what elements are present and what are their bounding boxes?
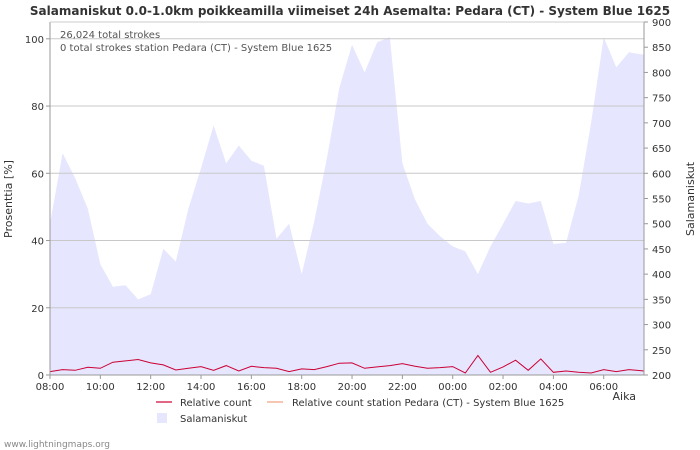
- y-right-tick-label-750: 750: [652, 94, 671, 105]
- x-axis-ticks: 08:00 10:00 12:00 14:00 16:00 18:00 20:00 22:00…: [36, 375, 618, 393]
- y-left-tick-label-100: 100: [25, 35, 44, 46]
- y-right-tick-label-350: 350: [652, 295, 671, 306]
- x-tick-label-08:00: 08:00: [36, 382, 65, 393]
- annotation-station-strokes: 0 total strokes station Pedara (CT) - Sy…: [60, 43, 332, 54]
- series-line-relative-count: [49, 354, 645, 374]
- x-tick-label-18:00: 18:00: [287, 382, 316, 393]
- y-right-tick-label-250: 250: [652, 346, 671, 357]
- legend: Relative count Relative count station Pe…: [156, 398, 564, 425]
- legend-label-relative-count: Relative count: [180, 398, 252, 409]
- y-left-tick-label-80: 80: [31, 102, 44, 113]
- y-right-tick-label-300: 300: [652, 321, 671, 332]
- y-axis-right-label: Salamaniskut: [684, 161, 697, 236]
- y-right-tick-label-400: 400: [652, 270, 671, 281]
- y-left-tick-label-0: 0: [38, 371, 44, 382]
- y-right-tick-label-900: 900: [652, 18, 671, 29]
- x-tick-label-06:00: 06:00: [589, 382, 618, 393]
- y-left-tick-label-60: 60: [31, 169, 44, 180]
- plot-area: [49, 21, 645, 376]
- y-right-tick-label-550: 550: [652, 195, 671, 206]
- y-right-tick-label-800: 800: [652, 68, 671, 79]
- y-right-tick-label-500: 500: [652, 220, 671, 231]
- x-tick-label-14:00: 14:00: [187, 382, 216, 393]
- x-tick-label-02:00: 02:00: [489, 382, 518, 393]
- x-tick-label-22:00: 22:00: [388, 382, 417, 393]
- y-axis-left-ticks: 0 20 40 60 80 100: [25, 35, 50, 382]
- y-right-tick-label-200: 200: [652, 371, 671, 382]
- annotation-total-strokes: 26,024 total strokes: [60, 30, 160, 41]
- x-tick-label-16:00: 16:00: [237, 382, 266, 393]
- legend-label-salamaniskut: Salamaniskut: [180, 414, 247, 425]
- chart-title: Salamaniskut 0.0-1.0km poikkeamilla viim…: [30, 4, 670, 18]
- y-left-tick-label-20: 20: [31, 304, 44, 315]
- y-right-tick-label-450: 450: [652, 245, 671, 256]
- y-right-tick-label-600: 600: [652, 169, 671, 180]
- x-tick-label-00:00: 00:00: [438, 382, 467, 393]
- grid: [50, 38, 644, 309]
- x-tick-label-10:00: 10:00: [86, 382, 115, 393]
- footer-credit[interactable]: www.lightningmaps.org: [4, 440, 110, 450]
- y-axis-right-ticks: 200 250 300 350 400 450 500 550 600 650 700 750 800 8…: [644, 18, 671, 382]
- x-axis-label: Aika: [613, 390, 637, 403]
- y-right-tick-label-850: 850: [652, 43, 671, 54]
- legend-swatch-salamaniskut: [157, 413, 167, 423]
- y-right-tick-label-650: 650: [652, 144, 671, 155]
- legend-label-relative-count-station: Relative count station Pedara (CT) - Sys…: [292, 398, 564, 409]
- x-tick-label-04:00: 04:00: [539, 382, 568, 393]
- y-left-tick-label-40: 40: [31, 237, 44, 248]
- y-axis-left-label: Prosenttia [%]: [2, 160, 15, 238]
- x-tick-label-20:00: 20:00: [338, 382, 367, 393]
- x-tick-label-12:00: 12:00: [136, 382, 165, 393]
- series-area-salamaniskut: [50, 37, 644, 375]
- y-right-tick-label-700: 700: [652, 119, 671, 130]
